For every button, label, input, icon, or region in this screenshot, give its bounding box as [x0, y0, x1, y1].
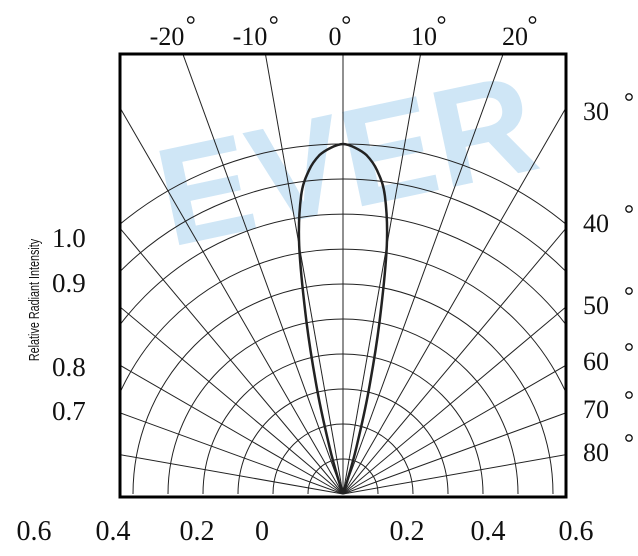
degree-symbol	[437, 16, 446, 24]
degree-symbol	[625, 93, 633, 101]
degree-symbol	[625, 391, 633, 399]
grid-radial-line	[120, 412, 344, 495]
degree-symbol	[625, 205, 633, 213]
grid-radial-line	[342, 227, 566, 495]
top-angle-label: -10	[233, 22, 268, 51]
bottom-scale-label: 0	[255, 516, 269, 547]
right-angle-label: 70	[583, 395, 609, 424]
top-angle-label: 0	[329, 22, 342, 51]
bottom-scale-label: 0.4	[471, 516, 506, 547]
intensity-label: 0.7	[52, 396, 86, 426]
bottom-scale-label: 0.2	[180, 516, 215, 547]
bottom-scale-label: 0.2	[390, 516, 425, 547]
grid-radial-line	[342, 54, 504, 495]
right-angle-label: 40	[583, 209, 609, 238]
bottom-scale-label: 0.6	[17, 516, 52, 547]
intensity-label: 1.0	[52, 223, 86, 253]
grid-radial-line	[342, 364, 566, 495]
degree-symbol	[625, 287, 633, 295]
grid-radial-line	[120, 364, 344, 495]
bottom-scale-label: 0.4	[96, 516, 131, 547]
grid-radial-line	[342, 306, 566, 495]
y-axis-label: Relative Radiant Intensity	[25, 238, 42, 361]
grid-radial-line	[120, 454, 344, 495]
degree-symbol	[528, 16, 537, 24]
right-angle-label: 50	[583, 291, 609, 320]
right-angle-label: 60	[583, 347, 609, 376]
top-angle-label: -20	[150, 22, 185, 51]
intensity-curve	[297, 142, 389, 495]
bottom-scale-label: 0.6	[559, 516, 594, 547]
top-angle-label: 20	[502, 22, 528, 51]
top-angle-label: 10	[411, 22, 437, 51]
grid-radial-line	[120, 106, 344, 495]
degree-symbol	[186, 16, 195, 24]
right-angle-label: 80	[583, 438, 609, 467]
grid-radial-line	[264, 54, 344, 495]
grid-radial-line	[342, 412, 566, 495]
grid-radial-line	[342, 106, 566, 495]
degree-symbol	[625, 434, 633, 442]
grid-radial-line	[342, 54, 422, 495]
degree-symbol	[269, 16, 278, 24]
degree-symbol	[342, 16, 351, 24]
intensity-label: 0.8	[52, 352, 86, 382]
degree-symbol	[625, 343, 633, 351]
axis-labels: -20 -10 0 10 20 30 40 50 60 70 80 1.0 0.9 0.8 0.7 0.6 0.…	[17, 16, 633, 547]
grid-radial-line	[182, 54, 344, 495]
plot-frame	[118, 52, 568, 499]
grid-radial-line	[342, 454, 566, 495]
grid-radial-line	[120, 306, 344, 495]
grid-radial-line	[120, 227, 344, 495]
polar-grid	[120, 54, 566, 495]
intensity-label: 0.9	[52, 268, 86, 298]
right-angle-label: 30	[583, 97, 609, 126]
